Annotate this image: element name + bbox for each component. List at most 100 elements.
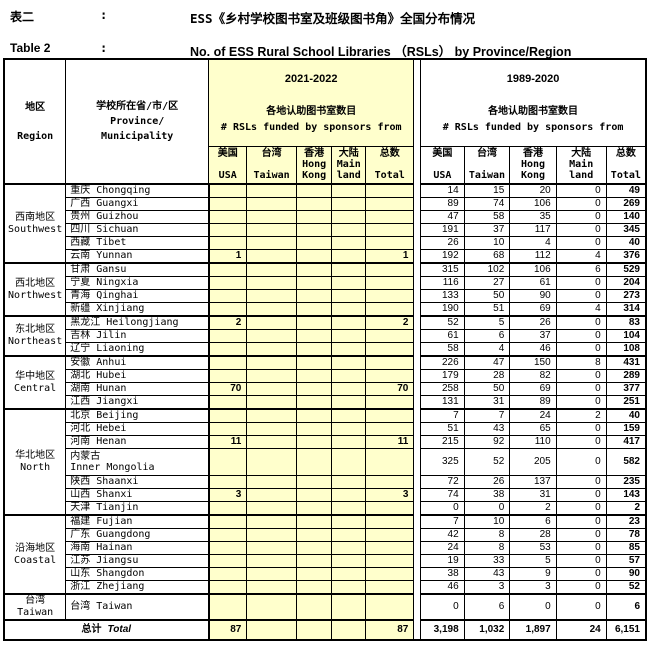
value-1989-taiwan: 52 xyxy=(463,448,511,476)
region-cell-northeast: 东北地区 Northeast xyxy=(3,315,67,357)
province-cell-shaanxi: 陕西 Shaanxi xyxy=(65,475,210,489)
province-cell-hebei: 河北 Hebei xyxy=(65,422,210,436)
value-2021-hong-kong xyxy=(295,435,333,449)
value-1989-total: 273 xyxy=(605,289,647,303)
total-label-en: Total xyxy=(107,624,132,635)
value-1989-total: 78 xyxy=(605,528,647,542)
value-1989-taiwan: 8 xyxy=(463,528,511,542)
value-1989-taiwan: 43 xyxy=(463,422,511,436)
value-1989-usa: 89 xyxy=(420,197,465,211)
table-row: 江西 Jiangxi 131 31 89 0 251 xyxy=(4,395,647,410)
value-2021-usa xyxy=(207,448,248,476)
value-1989-usa: 325 xyxy=(420,448,465,476)
value-1989-total: 6 xyxy=(605,593,647,621)
value-2021-usa xyxy=(207,262,248,277)
value-1989-hong-kong: 69 xyxy=(509,382,557,396)
value-2021-main-land xyxy=(331,289,367,303)
value-1989-total: 431 xyxy=(605,355,647,370)
column-header-en: USA xyxy=(433,170,452,181)
value-2021-usa xyxy=(207,528,248,542)
value-2021-taiwan xyxy=(246,408,297,423)
table-row: 吉林 Jilin 61 6 37 0 104 xyxy=(4,329,647,343)
value-1989-total: 40 xyxy=(605,408,647,423)
value-1989-total: 52 xyxy=(605,580,647,595)
table-row: 广东 Guangdong 42 8 28 0 78 xyxy=(4,528,647,542)
value-2021-main-land xyxy=(331,554,367,568)
section-divider xyxy=(413,528,422,542)
value-1989-usa: 19 xyxy=(420,554,465,568)
value-1989-main-land: 0 xyxy=(555,567,607,581)
value-1989-total: 345 xyxy=(605,223,647,237)
province-cell-jiangxi: 江西 Jiangxi xyxy=(65,395,210,410)
value-1989-usa: 191 xyxy=(420,223,465,237)
column-header-hong-kong-1989: 香港 Hong Kong xyxy=(509,146,557,185)
value-1989-taiwan: 6 xyxy=(463,593,511,621)
region-name-en: Central xyxy=(14,382,57,394)
value-1989-hong-kong: 117 xyxy=(509,223,557,237)
section-divider xyxy=(413,541,422,555)
region-name-cn: 华北地区 xyxy=(15,450,56,461)
table-row: 西藏 Tibet 26 10 4 0 40 xyxy=(4,236,647,250)
value-2021-hong-kong xyxy=(295,249,333,264)
section-subtitle-en: # RSLs funded by sponsors from xyxy=(442,122,624,133)
value-2021-hong-kong xyxy=(295,223,333,237)
province-cell-shanxi: 山西 Shanxi xyxy=(65,488,210,502)
section-divider xyxy=(413,263,422,277)
province-cell-guizhou: 贵州 Guizhou xyxy=(65,210,210,224)
value-2021-main-land xyxy=(331,488,367,502)
value-2021-total xyxy=(365,541,415,555)
value-2021-main-land xyxy=(331,395,367,410)
table-label-cn: 表二 xyxy=(10,10,35,24)
province-cell-inner-mongolia: 内蒙古 Inner Mongolia xyxy=(65,448,210,476)
province-cell-guangdong: 广东 Guangdong xyxy=(65,528,210,542)
value-2021-hong-kong xyxy=(295,355,333,370)
value-2021-taiwan xyxy=(246,276,297,290)
value-1989-total: 140 xyxy=(605,210,647,224)
value-2021-usa xyxy=(207,302,248,317)
value-1989-hong-kong: 69 xyxy=(509,302,557,317)
column-header-cn: 美国 xyxy=(217,148,238,159)
region-name-en: North xyxy=(20,462,51,473)
section-divider xyxy=(413,475,422,489)
column-header-en: Taiwan xyxy=(468,170,506,181)
value-1989-usa: 0 xyxy=(420,501,465,516)
province-cell-henan: 河南 Henan xyxy=(65,435,210,449)
value-1989-main-land: 0 xyxy=(555,593,607,621)
value-2021-taiwan xyxy=(246,369,297,383)
total-label-cn: 总计 xyxy=(81,624,108,635)
table-row: 辽宁 Liaoning 58 4 46 0 108 xyxy=(4,342,647,357)
column-header-cn: 总数 xyxy=(379,148,400,159)
value-2021-usa xyxy=(207,567,248,581)
total-2021-total: 87 xyxy=(365,619,415,641)
value-2021-total xyxy=(365,567,415,581)
value-2021-hong-kong xyxy=(295,501,333,516)
region-name-en: Taiwan xyxy=(17,607,54,618)
value-2021-hong-kong xyxy=(295,395,333,410)
value-1989-total: 376 xyxy=(605,249,647,264)
total-1989-taiwan: 1,032 xyxy=(463,619,511,641)
rsl-distribution-table: 地区 Region 学校所在省/市/区 Province/ Municipali… xyxy=(3,58,647,641)
value-1989-usa: 52 xyxy=(420,315,465,330)
value-2021-total: 70 xyxy=(365,382,415,396)
value-1989-main-land: 0 xyxy=(555,197,607,211)
value-1989-main-land: 0 xyxy=(555,183,607,198)
value-2021-hong-kong xyxy=(295,302,333,317)
value-2021-usa: 11 xyxy=(207,435,248,449)
value-1989-main-land: 6 xyxy=(555,262,607,277)
column-header-cn: 美国 xyxy=(432,148,453,159)
value-2021-total xyxy=(365,302,415,317)
value-1989-total: 40 xyxy=(605,236,647,250)
region-name-en: Northwest xyxy=(8,289,63,301)
value-1989-taiwan: 50 xyxy=(463,382,511,396)
value-1989-main-land: 0 xyxy=(555,223,607,237)
value-1989-usa: 47 xyxy=(420,210,465,224)
region-name-cn: 西北地区 xyxy=(15,277,56,289)
value-1989-usa: 14 xyxy=(420,183,465,198)
value-2021-taiwan xyxy=(246,567,297,581)
section-divider xyxy=(413,316,422,330)
value-2021-hong-kong xyxy=(295,488,333,502)
section-divider xyxy=(413,409,422,423)
province-cell-tianjin: 天津 Tianjin xyxy=(65,501,210,516)
value-2021-taiwan xyxy=(246,541,297,555)
value-1989-taiwan: 43 xyxy=(463,567,511,581)
